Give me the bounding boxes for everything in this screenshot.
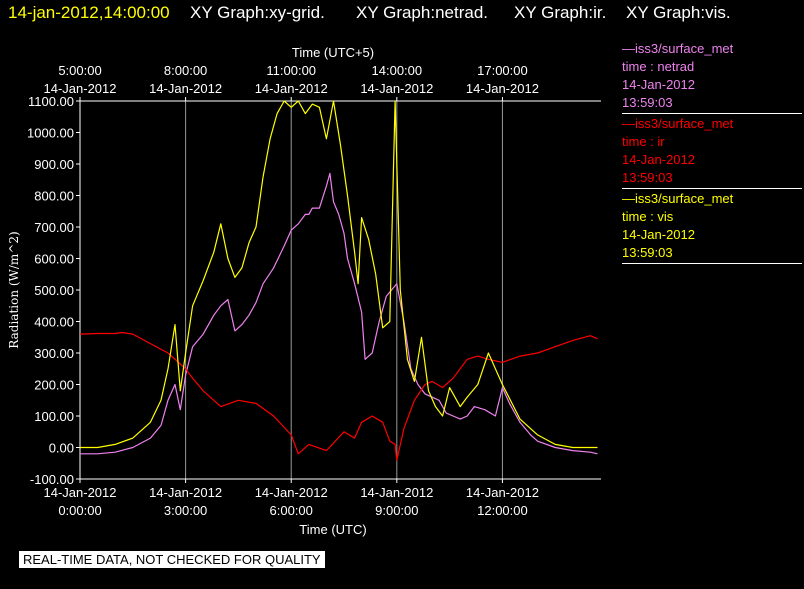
legend-entry-netrad: —iss3/surface_met time : netrad 14-Jan-2…	[622, 40, 802, 114]
legend-series-name: —iss3/surface_met	[622, 41, 734, 56]
y-tick-label: 900.00	[34, 157, 74, 172]
legend: —iss3/surface_met time : netrad 14-Jan-2…	[622, 40, 802, 265]
x2-tick-time-label: 8:00:00	[164, 63, 207, 78]
x-tick-date-label: 14-Jan-2012	[360, 485, 433, 500]
legend-time: 13:59:03	[622, 170, 673, 185]
series-line-netrad	[80, 172, 598, 455]
y-tick-label: 600.00	[34, 252, 74, 267]
legend-date: 14-Jan-2012	[622, 152, 695, 167]
y-tick-label: 300.00	[34, 346, 74, 361]
legend-date: 14-Jan-2012	[622, 227, 695, 242]
x2-tick-time-label: 17:00:00	[477, 63, 528, 78]
y-axis-label: Radiation (W/m^2)	[7, 231, 21, 348]
legend-series-name: —iss3/surface_met	[622, 116, 734, 131]
y-tick-label: 400.00	[34, 315, 74, 330]
x-tick-date-label: 14-Jan-2012	[44, 485, 117, 500]
y-tick-label: 500.00	[34, 283, 74, 298]
x2-tick-date-label: 14-Jan-2012	[255, 81, 328, 96]
legend-entry-vis: —iss3/surface_met time : vis 14-Jan-2012…	[622, 190, 802, 264]
legend-variable: time : netrad	[622, 59, 695, 74]
series-line-vis	[80, 100, 598, 449]
series-line-ir	[79, 331, 598, 461]
legend-time: 13:59:03	[622, 95, 673, 110]
x-tick-time-label: 9:00:00	[375, 503, 418, 518]
y-tick-label: 700.00	[34, 220, 74, 235]
x-tick-time-label: 12:00:00	[477, 503, 528, 518]
x-tick-time-label: 3:00:00	[164, 503, 207, 518]
x-tick-date-label: 14-Jan-2012	[149, 485, 222, 500]
x2-tick-time-label: 5:00:00	[58, 63, 101, 78]
header-graph-xy-grid: XY Graph:xy-grid.	[190, 3, 325, 22]
header-graph-netrad: XY Graph:netrad.	[356, 3, 488, 22]
grid	[185, 101, 503, 479]
x2-tick-date-label: 14-Jan-2012	[360, 81, 433, 96]
x2-tick-date-label: 14-Jan-2012	[149, 81, 222, 96]
y-tick-label: -100.00	[30, 472, 74, 487]
legend-entry-ir: —iss3/surface_met time : ir 14-Jan-2012 …	[622, 115, 802, 189]
legend-date: 14-Jan-2012	[622, 77, 695, 92]
x2-tick-date-label: 14-Jan-2012	[466, 81, 539, 96]
x2-tick-time-label: 14:00:00	[372, 63, 423, 78]
y-tick-label: 1100.00	[28, 94, 74, 109]
x2-tick-date-label: 14-Jan-2012	[44, 81, 117, 96]
y-tick-label: 800.00	[34, 189, 74, 204]
header-graph-ir: XY Graph:ir.	[514, 3, 606, 22]
x-axis-label: Time (UTC)	[299, 522, 366, 537]
quality-disclaimer: REAL-TIME DATA, NOT CHECKED FOR QUALITY	[19, 551, 325, 568]
header-timestamp: 14-jan-2012,14:00:00	[8, 3, 170, 22]
x-tick-date-label: 14-Jan-2012	[255, 485, 328, 500]
x2-tick-time-label: 11:00:00	[266, 63, 316, 78]
legend-series-name: —iss3/surface_met	[622, 191, 734, 206]
legend-variable: time : ir	[622, 134, 665, 149]
y-tick-label: 100.00	[34, 409, 74, 424]
axes: -100.00 0.00 100.00 200.00 300.00 400.00 500.0…	[27, 63, 601, 518]
y-tick-label: 1000.00	[27, 126, 74, 141]
x2-axis-label: Time (UTC+5)	[292, 45, 374, 60]
x-tick-time-label: 0:00:00	[58, 503, 101, 518]
x-tick-date-label: 14-Jan-2012	[466, 485, 539, 500]
y-tick-label: 200.00	[34, 378, 74, 393]
y-tick-label: 0.00	[49, 441, 74, 456]
series	[79, 100, 598, 461]
x-tick-time-label: 6:00:00	[270, 503, 313, 518]
header-graph-vis: XY Graph:vis.	[626, 3, 731, 22]
legend-variable: time : vis	[622, 209, 674, 224]
legend-time: 13:59:03	[622, 245, 673, 260]
